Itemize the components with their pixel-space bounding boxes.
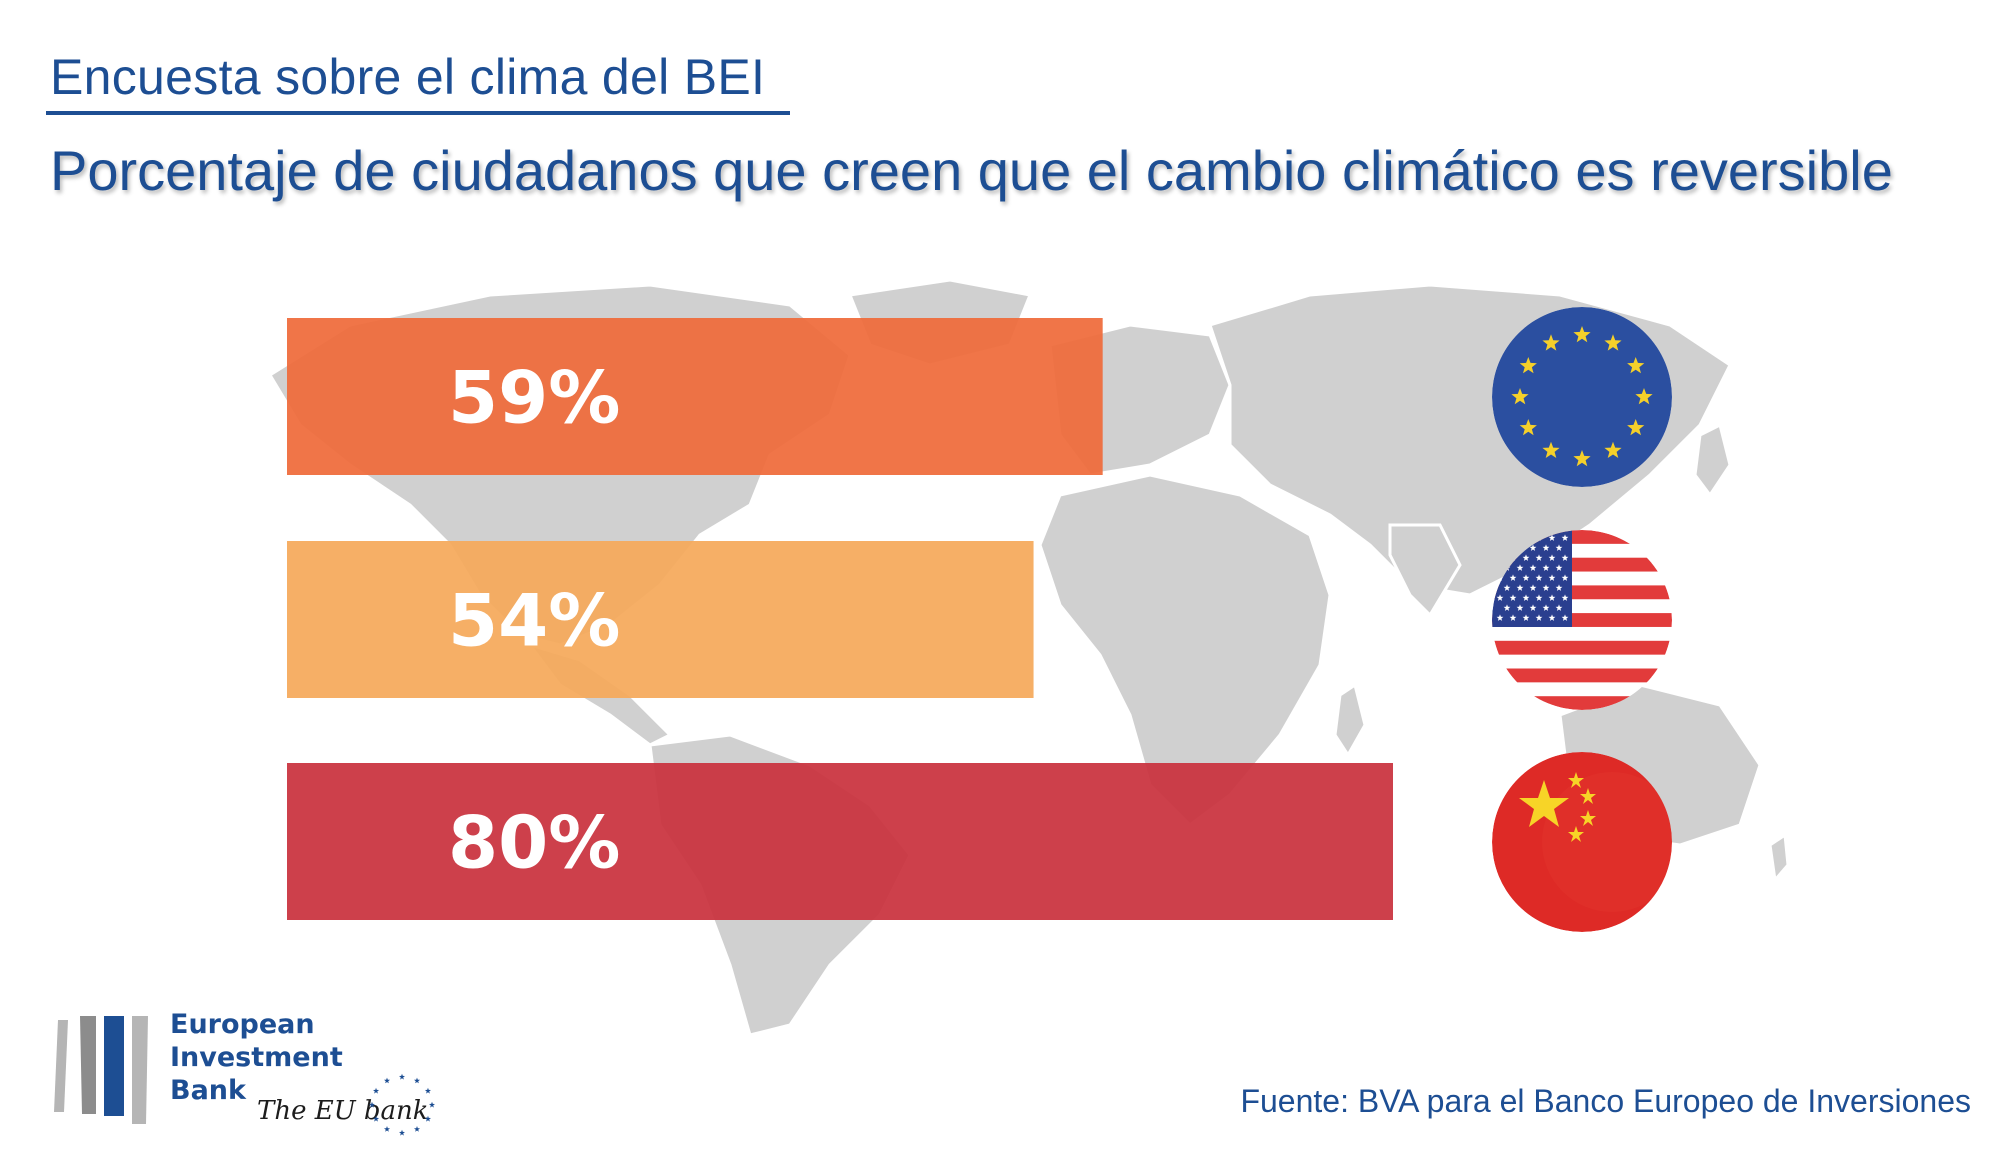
eib-logo-text: European Investment Bank <box>170 1009 343 1106</box>
eib-logo-mark <box>54 1016 148 1124</box>
bar-value-label: 54% <box>448 579 620 663</box>
bar-eu <box>287 318 1103 475</box>
eib-logo: European Investment Bank The EU bank <box>52 1008 452 1138</box>
us-flag-icon <box>1492 530 1672 710</box>
source-note: Fuente: BVA para el Banco Europeo de Inv… <box>1240 1083 1971 1119</box>
bar-value-label: 80% <box>448 801 620 885</box>
bar-china <box>287 763 1393 920</box>
chart-title: Porcentaje de ciudadanos que creen que e… <box>50 139 1893 202</box>
china-flag-icon <box>1492 752 1672 932</box>
map-new-zealand <box>1768 832 1790 884</box>
bar-usa <box>287 541 1034 698</box>
eu-stars-ring-icon <box>369 1073 435 1136</box>
eib-tagline: The EU bank <box>257 1096 429 1126</box>
map-japan <box>1693 422 1732 498</box>
map-madagascar <box>1333 682 1367 758</box>
eu-flag-icon <box>1492 307 1672 487</box>
subtitle-underline <box>46 111 790 115</box>
chart-subtitle: Encuesta sobre el clima del BEI <box>50 49 766 105</box>
bar-value-label: 59% <box>448 356 620 440</box>
map-india <box>1388 523 1462 618</box>
